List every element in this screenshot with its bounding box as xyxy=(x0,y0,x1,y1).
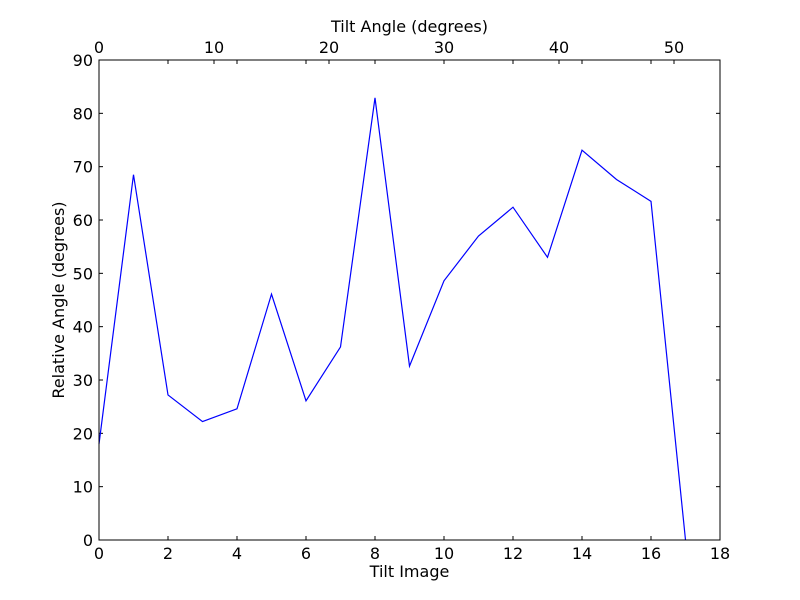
plot-frame xyxy=(98,59,721,541)
y-tick-label: 30 xyxy=(73,371,93,390)
x-tick-label: 8 xyxy=(370,544,380,563)
x-axis-label: Tilt Image xyxy=(369,562,450,581)
x-tick-label: 10 xyxy=(434,544,454,563)
x2-tick-label: 40 xyxy=(549,38,569,57)
x2-tick-label: 50 xyxy=(664,38,684,57)
y-tick-label: 20 xyxy=(73,424,93,443)
y-tick-label: 80 xyxy=(73,104,93,123)
series-layer xyxy=(98,97,687,541)
y-tick-label: 60 xyxy=(73,211,93,230)
x-tick-label: 0 xyxy=(94,544,104,563)
x-tick-label: 18 xyxy=(710,544,730,563)
x-tick-label: 2 xyxy=(163,544,173,563)
x-tick-label: 6 xyxy=(301,544,311,563)
y-tick-label: 90 xyxy=(73,51,93,70)
x2-tick-label: 20 xyxy=(319,38,339,57)
y-tick-label: 40 xyxy=(73,318,93,337)
x2-tick-label: 10 xyxy=(204,38,224,57)
x2-tick-label: 30 xyxy=(434,38,454,57)
y-tick-label: 10 xyxy=(73,478,93,497)
x-tick-label: 12 xyxy=(503,544,523,563)
x2-tick-label: 0 xyxy=(94,38,104,57)
series-line-0 xyxy=(98,97,687,541)
top-x-axis-label: Tilt Angle (degrees) xyxy=(330,17,488,36)
y-tick-label: 50 xyxy=(73,264,93,283)
y-axis-label: Relative Angle (degrees) xyxy=(49,201,68,398)
x-tick-label: 16 xyxy=(641,544,661,563)
x-tick-label: 4 xyxy=(232,544,242,563)
y-tick-label: 0 xyxy=(83,531,93,550)
axis-ticks: 0 2 4 6 8 10 12 14 16 18 0 10 20 30 40 50 0 10 20 30 40 50 60 7… xyxy=(73,38,731,563)
y-tick-label: 70 xyxy=(73,158,93,177)
x-tick-label: 14 xyxy=(572,544,592,563)
